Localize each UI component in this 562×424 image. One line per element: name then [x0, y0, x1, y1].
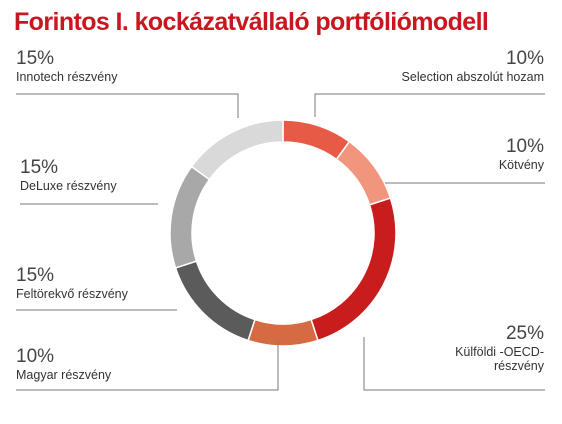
pct-kotveny: 10%	[505, 136, 544, 157]
slice-kotveny	[335, 140, 392, 206]
slice-deluxe	[169, 165, 211, 269]
name-magyar: Magyar részvény	[16, 367, 112, 382]
slice-kulfoldi	[310, 197, 397, 342]
label-feltorekvo: 15% Feltörekvő részvény	[16, 265, 128, 301]
name-deluxe: DeLuxe részvény	[20, 178, 117, 193]
slice-feltorekvo	[174, 260, 256, 342]
name-innotech: Innotech részvény	[16, 69, 118, 84]
pct-feltorekvo: 15%	[16, 265, 55, 286]
slice-selection	[282, 119, 351, 161]
leader-line-innotech	[16, 93, 239, 118]
leader-line-magyar	[16, 341, 279, 391]
label-selection: 10% Selection abszolút hozam	[402, 48, 544, 84]
pct-deluxe: 15%	[20, 157, 59, 178]
label-deluxe: 15% DeLuxe részvény	[20, 157, 117, 193]
chart-title: Forintos I. kockázatvállaló portfóliómod…	[14, 8, 489, 36]
name-kotveny: Kötvény	[498, 157, 544, 172]
name-feltorekvo: Feltörekvő részvény	[16, 286, 128, 301]
label-innotech: 15% Innotech részvény	[16, 48, 117, 84]
pct-magyar: 10%	[16, 346, 55, 367]
leader-line-kulfoldi	[363, 337, 545, 391]
name-kulfoldi: Külföldi -OECD- részvény	[455, 344, 544, 374]
label-magyar: 10% Magyar részvény	[16, 346, 111, 382]
label-kulfoldi: 25% Külföldi -OECD- részvény	[455, 323, 544, 374]
pct-innotech: 15%	[16, 48, 55, 69]
label-kotveny: 10% Kötvény	[499, 136, 544, 172]
pct-selection: 10%	[505, 48, 544, 69]
slice-magyar	[247, 318, 319, 347]
leader-line-selection	[314, 93, 545, 117]
slice-innotech	[190, 119, 284, 181]
name-selection: Selection abszolút hozam	[401, 69, 544, 84]
pct-kulfoldi: 25%	[505, 323, 544, 344]
